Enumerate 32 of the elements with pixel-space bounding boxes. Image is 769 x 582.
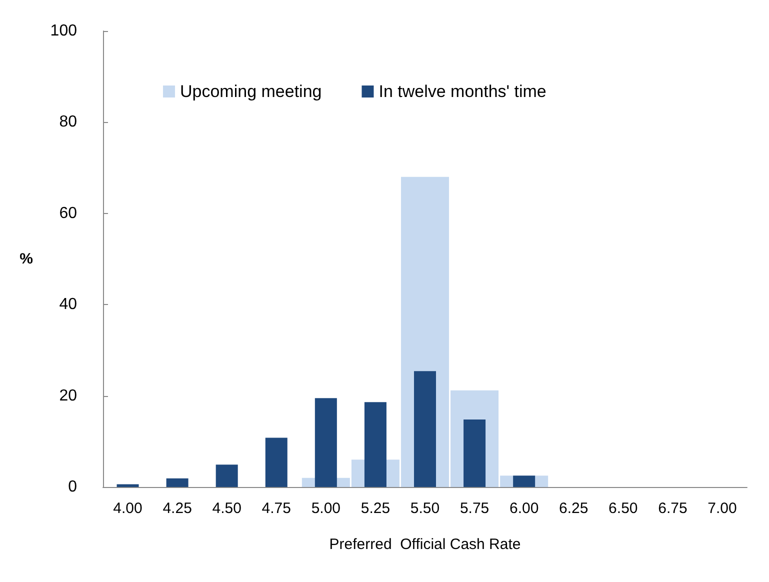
x-tick-label: 4.50 xyxy=(212,500,242,517)
x-tick-label: 5.75 xyxy=(460,500,490,517)
bar xyxy=(265,438,288,487)
y-tick-label: 100 xyxy=(50,22,78,40)
bar xyxy=(116,484,139,487)
x-tick-label: 5.50 xyxy=(410,500,440,517)
y-tick-label: 60 xyxy=(59,204,78,222)
legend-label: Upcoming meeting xyxy=(180,82,322,101)
y-tick-label: 20 xyxy=(59,387,78,404)
x-tick-label: 6.25 xyxy=(559,500,588,517)
bar xyxy=(364,402,386,487)
legend-label: In twelve months' time xyxy=(378,82,546,101)
bar xyxy=(464,420,486,487)
y-tick-label: 40 xyxy=(59,296,78,314)
x-tick-label: 5.00 xyxy=(311,500,341,517)
y-tick-label: 80 xyxy=(59,114,78,131)
x-tick-label: 7.00 xyxy=(708,500,737,517)
bar xyxy=(216,464,238,487)
x-tick-label: 6.00 xyxy=(509,500,539,517)
y-tick-label: 0 xyxy=(68,478,78,496)
x-axis-title: Preferred Official Cash Rate xyxy=(329,536,521,553)
bar xyxy=(166,478,188,487)
x-tick-label: 4.25 xyxy=(162,500,192,517)
bar xyxy=(513,476,536,487)
bar xyxy=(314,398,337,487)
x-tick-label: 6.75 xyxy=(658,500,688,517)
x-tick-label: 4.75 xyxy=(262,500,291,517)
y-axis-title: % xyxy=(20,250,33,268)
x-tick-label: 6.50 xyxy=(608,500,638,517)
x-tick-label: 4.00 xyxy=(113,500,142,517)
bar xyxy=(414,371,436,487)
x-tick-label: 5.25 xyxy=(360,500,390,517)
